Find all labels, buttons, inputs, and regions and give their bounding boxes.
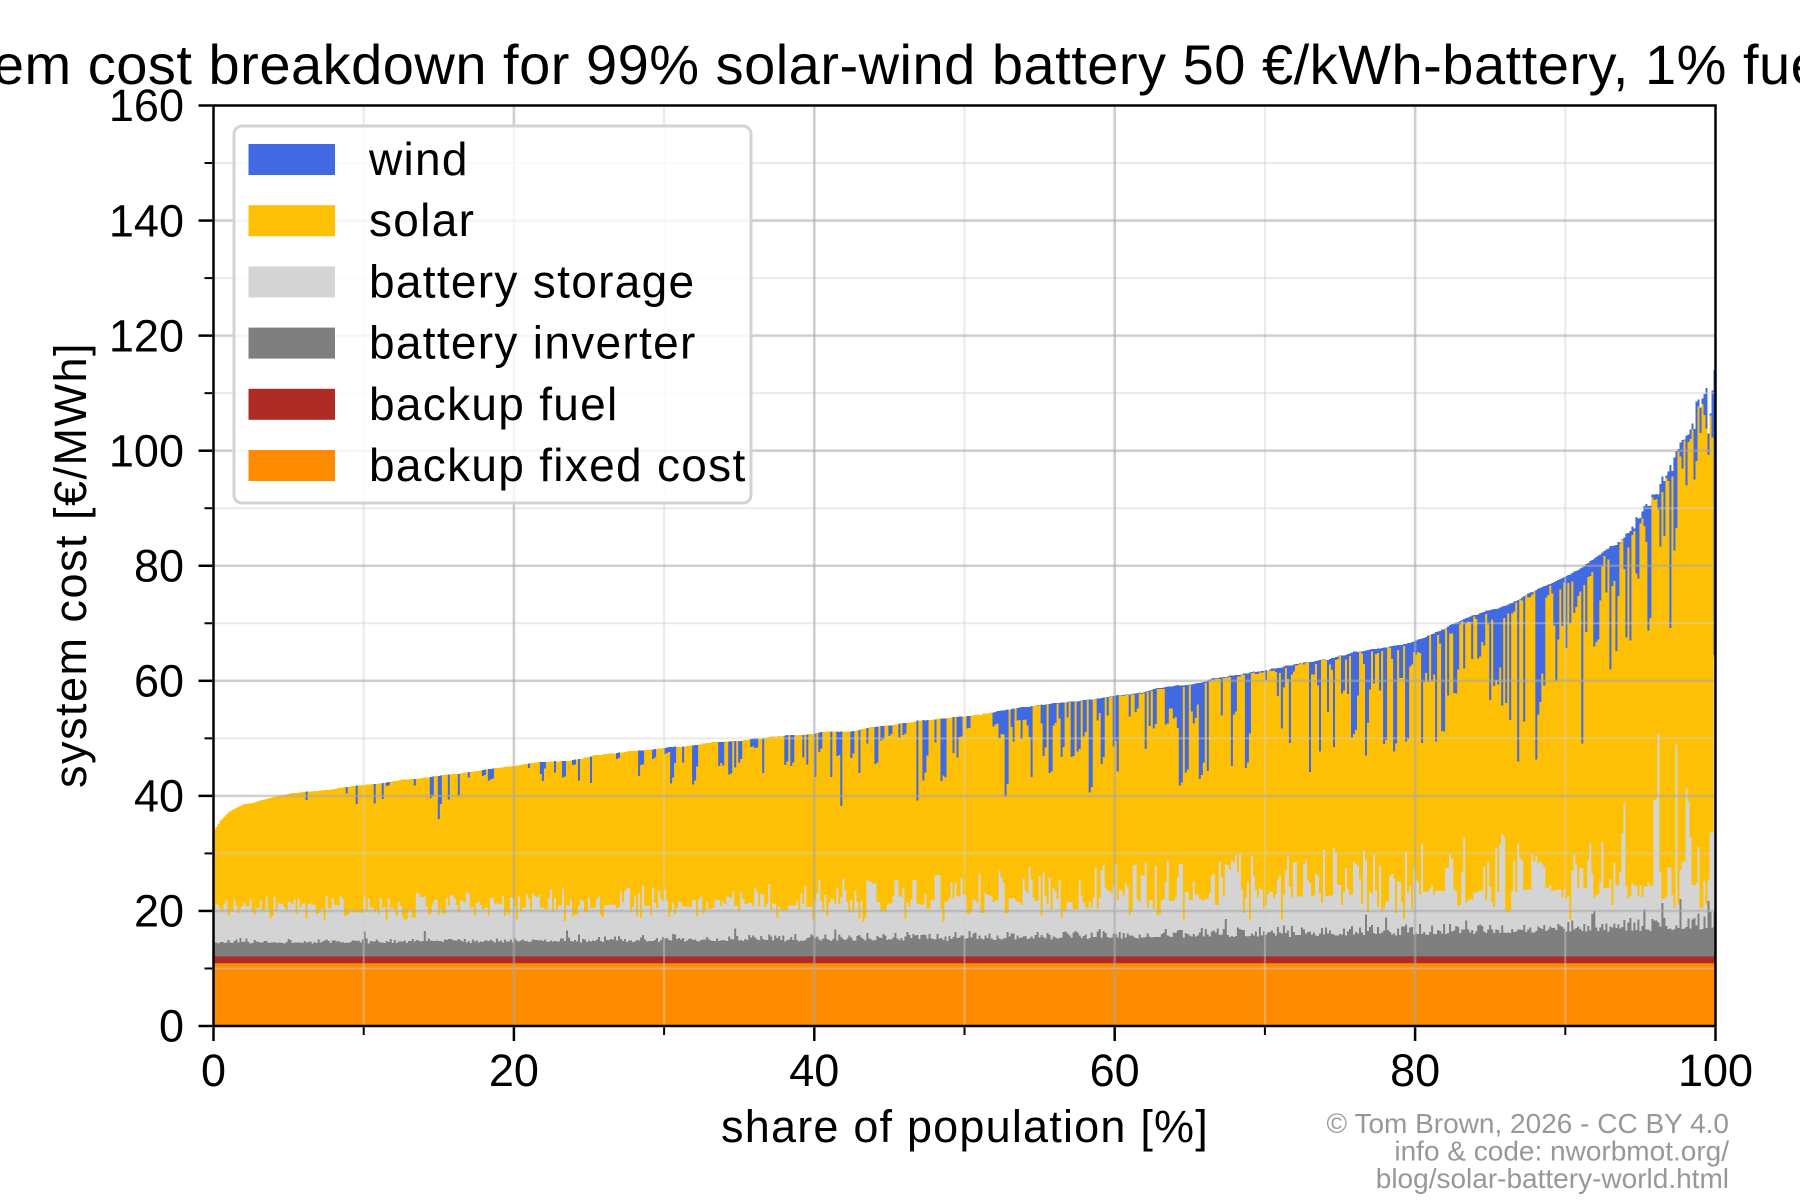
svg-text:140: 140 (109, 195, 184, 246)
svg-text:20: 20 (489, 1045, 539, 1096)
svg-text:system cost [€/MWh]: system cost [€/MWh] (45, 342, 96, 788)
svg-text:100: 100 (109, 425, 184, 476)
svg-text:40: 40 (134, 771, 184, 822)
svg-text:80: 80 (1390, 1045, 1440, 1096)
svg-text:battery inverter: battery inverter (369, 317, 697, 369)
svg-text:solar: solar (369, 194, 475, 246)
svg-text:0: 0 (159, 1001, 184, 1052)
svg-text:backup fixed cost: backup fixed cost (369, 439, 747, 491)
svg-text:backup fuel: backup fuel (369, 378, 619, 430)
svg-text:0: 0 (201, 1045, 226, 1096)
svg-text:160: 160 (109, 80, 184, 131)
svg-text:80: 80 (134, 540, 184, 591)
svg-text:120: 120 (109, 310, 184, 361)
svg-text:40: 40 (789, 1045, 839, 1096)
svg-text:60: 60 (1090, 1045, 1140, 1096)
svg-text:battery storage: battery storage (369, 255, 695, 307)
svg-text:100: 100 (1678, 1045, 1753, 1096)
svg-text:blog/solar-battery-world.html: blog/solar-battery-world.html (1376, 1163, 1729, 1194)
svg-text:© Tom Brown, 2026 - CC BY 4.0: © Tom Brown, 2026 - CC BY 4.0 (1327, 1108, 1729, 1139)
svg-text:share of population [%]: share of population [%] (721, 1101, 1209, 1152)
svg-text:info & code: nworbmot.org/: info & code: nworbmot.org/ (1394, 1136, 1729, 1167)
svg-text:60: 60 (134, 656, 184, 707)
svg-text:System cost breakdown for 99%: System cost breakdown for 99% solar-wind… (0, 33, 1800, 96)
svg-text:wind: wind (368, 133, 469, 185)
svg-text:20: 20 (134, 886, 184, 937)
